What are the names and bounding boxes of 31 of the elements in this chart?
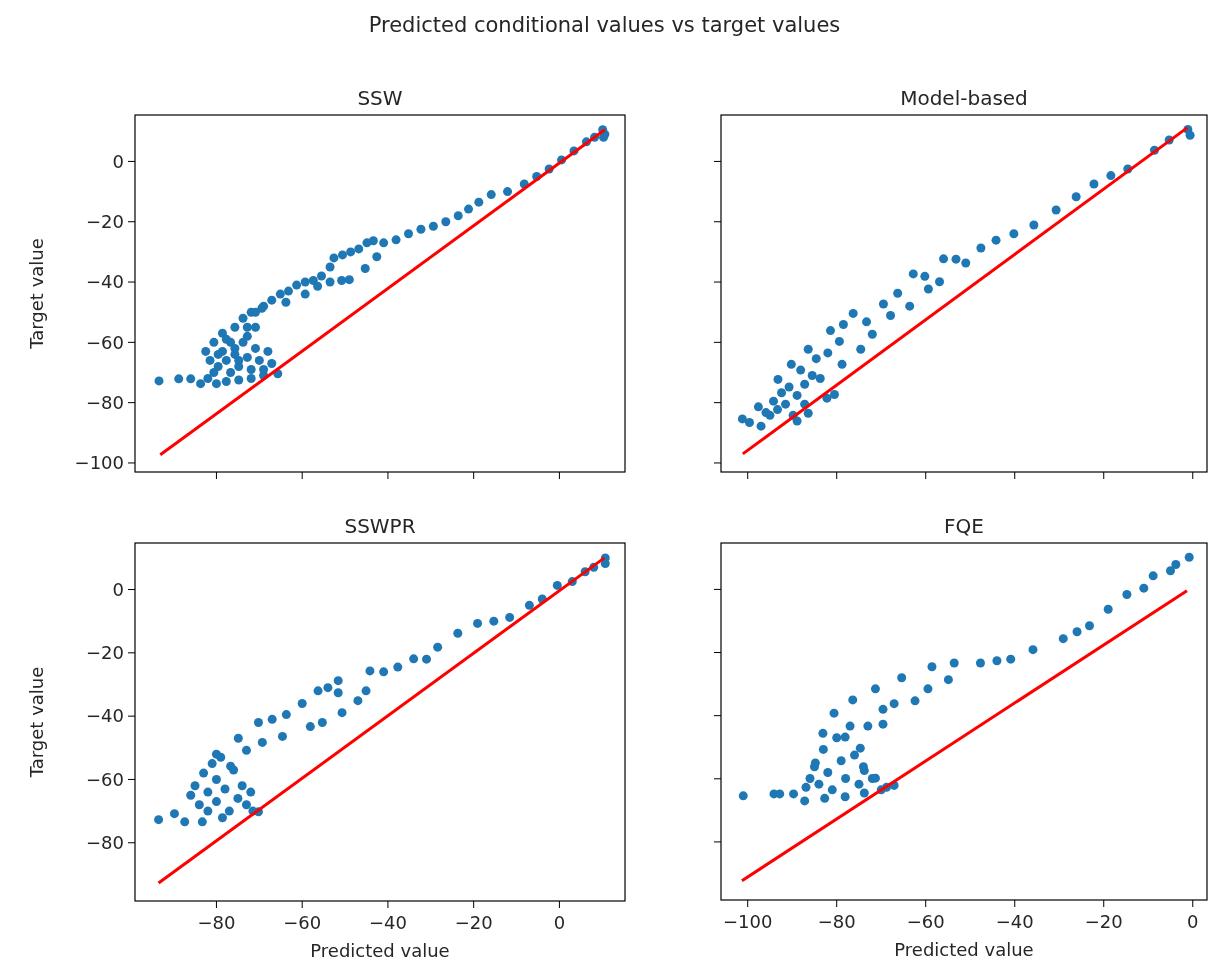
- y-tick-label: −60: [86, 768, 124, 790]
- chart-title: SSWPR: [344, 514, 416, 538]
- chart-title: SSW: [357, 86, 403, 110]
- y-tick-label: −20: [86, 642, 124, 664]
- y-tick-label: −80: [86, 832, 124, 854]
- x-tick-label: −20: [1084, 911, 1123, 932]
- y-tick-label: −80: [86, 391, 124, 413]
- text: Predicted conditional values vs target values: [368, 13, 841, 37]
- x-tick-label: −20: [454, 912, 493, 933]
- x-tick-label: 0: [553, 912, 566, 933]
- x-tick-label: −60: [906, 911, 945, 932]
- y-tick-label: −20: [86, 211, 124, 233]
- x-tick-label: −80: [197, 912, 236, 933]
- y-tick-label: 0: [112, 150, 124, 172]
- y-tick-label: −40: [86, 705, 124, 727]
- chart-title: Model-based: [900, 86, 1028, 110]
- chart-title: FQE: [944, 514, 984, 538]
- y-tick-label: 0: [112, 578, 124, 600]
- x-tick-label: 0: [1187, 911, 1199, 932]
- y-tick-label: −60: [86, 331, 124, 353]
- x-tick-label: −60: [283, 912, 322, 933]
- y-tick-label: −40: [86, 271, 124, 293]
- y-tick-label: −100: [74, 452, 124, 474]
- x-axis-title: Predicted value: [310, 940, 450, 961]
- x-axis-title: Predicted value: [894, 939, 1034, 960]
- y-axis-title: Target value: [26, 666, 47, 779]
- x-tick-label: −40: [368, 912, 407, 933]
- x-tick-label: −100: [722, 911, 773, 932]
- x-tick-label: −40: [995, 911, 1034, 932]
- y-axis-title: Target value: [26, 238, 47, 350]
- x-tick-label: −80: [817, 911, 856, 932]
